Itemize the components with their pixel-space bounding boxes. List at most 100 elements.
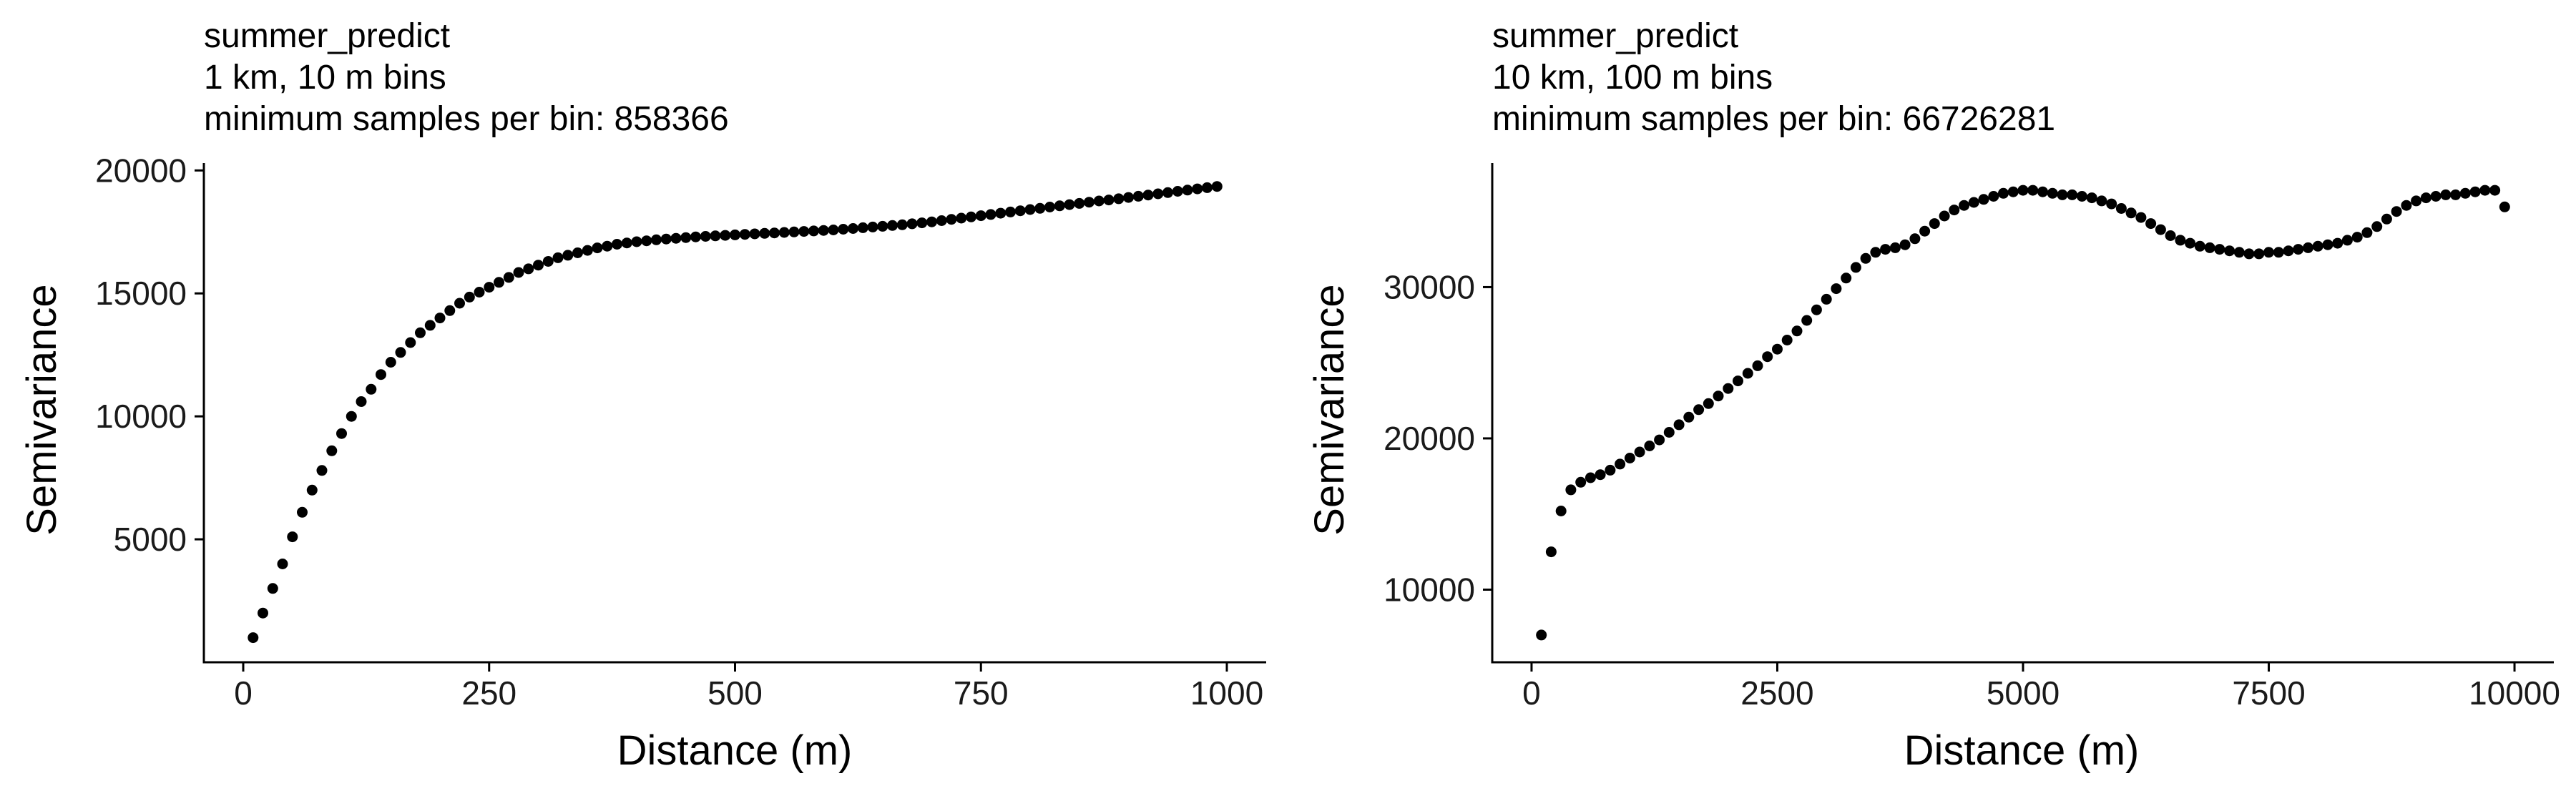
data-point: [730, 229, 740, 240]
data-point: [336, 428, 347, 439]
data-point: [1703, 398, 1714, 409]
data-point: [1880, 244, 1891, 255]
data-point: [631, 236, 642, 247]
data-point: [277, 559, 288, 569]
data-points: [1536, 185, 2510, 641]
data-point: [936, 215, 947, 226]
data-point: [1634, 446, 1645, 458]
data-point: [2430, 191, 2442, 202]
x-tick-label: 750: [954, 674, 1009, 712]
data-point: [1202, 182, 1213, 193]
data-point: [1959, 200, 1970, 211]
data-point: [2293, 244, 2304, 255]
data-point: [700, 231, 711, 242]
x-tick-label: 0: [1522, 674, 1541, 712]
data-point: [1103, 195, 1115, 206]
data-point: [562, 250, 574, 261]
data-point: [1123, 192, 1134, 203]
data-point: [474, 287, 485, 298]
data-point: [612, 239, 622, 250]
data-points: [248, 181, 1223, 644]
data-point: [1545, 546, 1557, 558]
data-point: [2273, 247, 2284, 258]
data-point: [552, 252, 564, 263]
chart-panel-right: summer_predict 10 km, 100 m bins minimum…: [1306, 17, 2560, 774]
x-tick-label: 7500: [2232, 674, 2305, 712]
data-point: [1850, 262, 1861, 273]
chart-title-line-1: summer_predict: [1492, 17, 1738, 55]
data-point: [248, 632, 259, 644]
data-point: [1968, 197, 1979, 208]
data-point: [798, 226, 810, 237]
data-point: [2007, 186, 2019, 197]
data-point: [1624, 453, 1635, 463]
data-point: [2401, 200, 2412, 211]
data-point: [258, 607, 268, 619]
chart-panel-left: summer_predict 1 km, 10 m bins minimum s…: [19, 17, 1266, 774]
data-point: [1182, 185, 1193, 196]
data-point: [848, 223, 858, 234]
data-point: [1811, 304, 1822, 315]
data-point: [1565, 484, 1577, 496]
data-point: [326, 445, 338, 456]
data-point: [533, 260, 544, 271]
data-point: [2017, 185, 2029, 196]
x-tick-label: 0: [234, 674, 253, 712]
x-tick-label: 250: [461, 674, 516, 712]
data-point: [1723, 383, 1734, 394]
data-point: [405, 337, 416, 348]
data-point: [2391, 206, 2402, 217]
data-point: [1142, 190, 1154, 201]
data-point: [316, 465, 328, 476]
data-point: [1988, 191, 1999, 202]
data-point: [602, 240, 613, 252]
chart-title-line-1: summer_predict: [204, 17, 450, 55]
data-point: [2096, 195, 2107, 207]
data-point: [2027, 185, 2039, 196]
y-axis-title: Semivariance: [19, 284, 65, 535]
data-point: [1172, 186, 1183, 197]
data-point: [769, 227, 780, 239]
data-point: [906, 218, 918, 230]
data-point: [1605, 464, 1616, 476]
data-point: [2411, 195, 2422, 207]
data-point: [2165, 230, 2176, 241]
data-point: [2204, 242, 2215, 253]
data-point: [1683, 411, 1695, 423]
chart-title-line-2: 10 km, 100 m bins: [1492, 59, 1773, 97]
data-point: [1733, 375, 1743, 387]
data-point: [2125, 207, 2137, 219]
data-point: [1192, 183, 1203, 195]
data-point: [857, 222, 868, 233]
data-point: [1644, 441, 1655, 451]
data-point: [434, 313, 446, 324]
data-point: [513, 267, 524, 278]
data-point: [621, 237, 632, 249]
x-tick-label: 2500: [1740, 674, 1813, 712]
data-point: [2057, 189, 2068, 200]
data-point: [1575, 476, 1587, 488]
data-point: [2420, 192, 2431, 204]
data-point: [592, 242, 603, 254]
x-tick-label: 10000: [2469, 674, 2560, 712]
data-point: [2332, 237, 2344, 249]
data-point: [926, 216, 937, 227]
data-point: [1860, 252, 1871, 264]
data-point: [2106, 198, 2117, 210]
data-point: [2499, 201, 2510, 212]
y-tick-label: 20000: [95, 152, 187, 189]
data-point: [2086, 192, 2097, 204]
data-point: [1998, 187, 2009, 199]
data-point: [1929, 218, 1940, 230]
data-point: [2214, 244, 2225, 255]
data-point: [2263, 247, 2274, 258]
x-tick-label: 1000: [1190, 674, 1263, 712]
data-point: [297, 506, 308, 518]
data-point: [877, 220, 888, 232]
data-point: [2067, 189, 2078, 200]
data-point: [739, 229, 750, 240]
data-point: [1762, 351, 1773, 363]
y-tick-label: 10000: [1384, 571, 1475, 608]
data-point: [2351, 232, 2363, 243]
y-ticks: 5000 10000 15000 20000: [95, 152, 204, 558]
